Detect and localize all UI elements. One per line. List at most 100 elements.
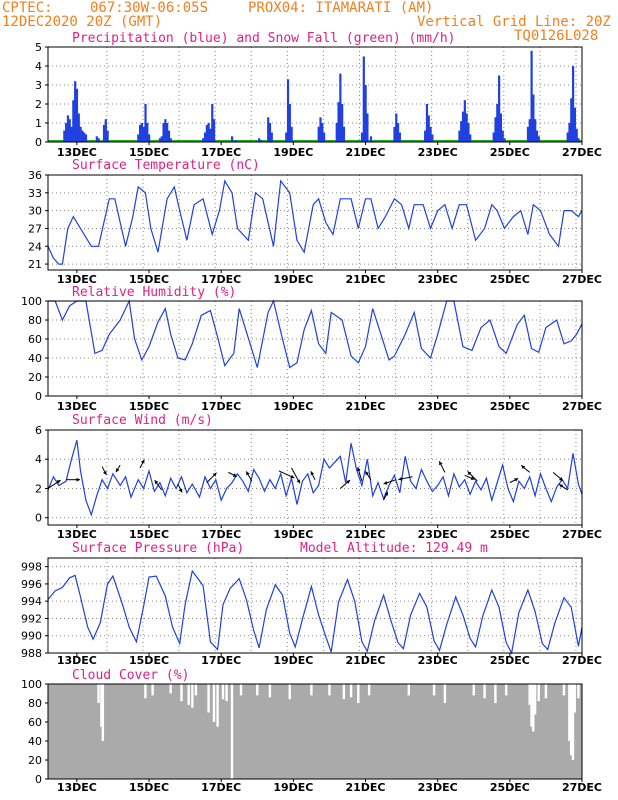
precip-bar — [366, 113, 369, 142]
wind-arrowhead — [246, 471, 250, 476]
cloud-gap — [577, 684, 580, 699]
precip-bar — [501, 130, 504, 142]
cloud-xtick-label: 21DEC — [345, 781, 385, 794]
cloud-gap — [187, 684, 190, 705]
wind-arrowhead — [470, 476, 475, 480]
wind-arrowhead — [559, 477, 563, 481]
cloud-gap — [443, 684, 447, 703]
rh-frame — [47, 300, 583, 397]
precip-bar — [209, 128, 212, 142]
wind-ytick-label: 6 — [35, 424, 42, 437]
rh-xtick-label: 23DEC — [418, 400, 458, 413]
precip-xtick-label: 19DEC — [273, 146, 313, 159]
precip-ytick-label: 0 — [35, 136, 42, 149]
press-ytick-label: 994 — [21, 595, 42, 608]
cloud-gap — [537, 684, 540, 702]
cloud-gap — [97, 684, 100, 703]
wind-arrowhead — [103, 470, 107, 475]
cloud-gap — [144, 684, 147, 699]
cloud-gap — [288, 684, 291, 700]
precip-bar — [424, 130, 427, 142]
temp-ytick-label: 27 — [28, 222, 42, 235]
precip-bar — [571, 66, 575, 142]
press-frame — [47, 557, 583, 654]
cloud-gap — [483, 684, 486, 699]
wind-arrowhead — [310, 471, 315, 476]
cloud-ytick-label: 40 — [28, 735, 42, 748]
precip-bar — [341, 104, 344, 142]
precip-bar — [84, 134, 88, 142]
temp-panel: 21 24 27 30 33 36 13DEC 15DEC 17DEC 19DEC 21DEC 23D… — [28, 158, 602, 286]
precip-bar — [95, 136, 98, 142]
temp-xtick-label: 27DEC — [562, 273, 602, 286]
cloud-gap — [530, 684, 533, 727]
press-xtick-label: 19DEC — [273, 654, 313, 667]
precip-bar — [79, 126, 82, 142]
precip-bar — [167, 130, 171, 142]
wind-ytick-label: 4 — [35, 453, 42, 466]
cloud-xtick-label: 23DEC — [418, 781, 458, 794]
precip-bar — [528, 119, 531, 142]
temp-xtick-label: 15DEC — [129, 273, 169, 286]
rh-xtick-label: 19DEC — [273, 400, 313, 413]
rh-panel: 0 20 40 60 80 100 13DEC 15DEC 17DEC 19DEC 21DEC 23D… — [21, 285, 602, 413]
precip-bar — [393, 126, 396, 142]
precip-xtick-label: 27DEC — [562, 146, 602, 159]
precip-bar — [570, 98, 573, 142]
header-station: PROX04: ITAMARATI (AM) — [248, 0, 434, 16]
precip-bar — [74, 81, 77, 142]
temp-frame — [47, 174, 583, 271]
precip-xtick-label: 17DEC — [201, 146, 241, 159]
precip-bar — [259, 140, 263, 142]
precip-bar — [102, 124, 106, 142]
press-xtick-label: 27DEC — [562, 654, 602, 667]
wind-arrowhead — [296, 479, 300, 484]
precip-bar — [535, 130, 539, 142]
temp-ytick-label: 33 — [28, 187, 42, 200]
cloud-gap — [225, 684, 228, 702]
cloud-xtick-label: 17DEC — [201, 781, 241, 794]
precip-title: Precipitation (blue) and Snow Fall (gree… — [72, 31, 456, 46]
precip-bar — [335, 123, 338, 142]
cloud-gap — [100, 684, 103, 727]
precip-bar — [427, 115, 430, 142]
precip-ytick-label: 1 — [35, 117, 42, 130]
precip-bar — [169, 138, 172, 142]
press-xtick-label: 21DEC — [345, 654, 385, 667]
wind-arrowhead — [356, 467, 361, 472]
temp-xtick-label: 21DEC — [345, 273, 385, 286]
cloud-gap — [342, 684, 346, 700]
cloud-gap — [505, 684, 508, 696]
precip-bar — [362, 56, 365, 142]
cloud-gap — [367, 684, 371, 696]
precip-xtick-label: 21DEC — [345, 146, 385, 159]
cloud-ytick-label: 0 — [35, 773, 42, 786]
precip-xtick-label: 23DEC — [418, 146, 458, 159]
temp-xtick-label: 17DEC — [201, 273, 241, 286]
precip-bar — [503, 138, 506, 142]
wind-arrowhead — [140, 459, 145, 464]
press-xtick-label: 15DEC — [129, 654, 169, 667]
precip-bar — [77, 113, 80, 142]
cloud-ytick-label: 60 — [28, 716, 42, 729]
precip-bar — [425, 104, 429, 142]
press-series-line — [47, 569, 583, 655]
wind-xtick-label: 19DEC — [273, 528, 313, 541]
cloud-area — [48, 684, 582, 779]
precip-bar — [467, 123, 470, 142]
precip-bar — [148, 134, 151, 142]
precip-bar — [270, 132, 273, 142]
temp-xtick-label: 13DEC — [57, 273, 97, 286]
precip-bar — [72, 100, 75, 142]
press-ytick-label: 990 — [21, 630, 42, 643]
cloud-xtick-label: 19DEC — [273, 781, 313, 794]
precip-ytick-label: 2 — [35, 98, 42, 111]
precip-bar — [395, 113, 398, 142]
wind-arrowhead — [439, 461, 443, 466]
wind-xtick-label: 13DEC — [57, 528, 97, 541]
cloud-gap — [180, 684, 183, 702]
cloud-xtick-label: 25DEC — [490, 781, 530, 794]
header-date: 12DEC2020 20Z (GMT) — [2, 14, 163, 30]
precip-bar — [106, 130, 109, 142]
precip-ytick-label: 5 — [35, 41, 42, 54]
